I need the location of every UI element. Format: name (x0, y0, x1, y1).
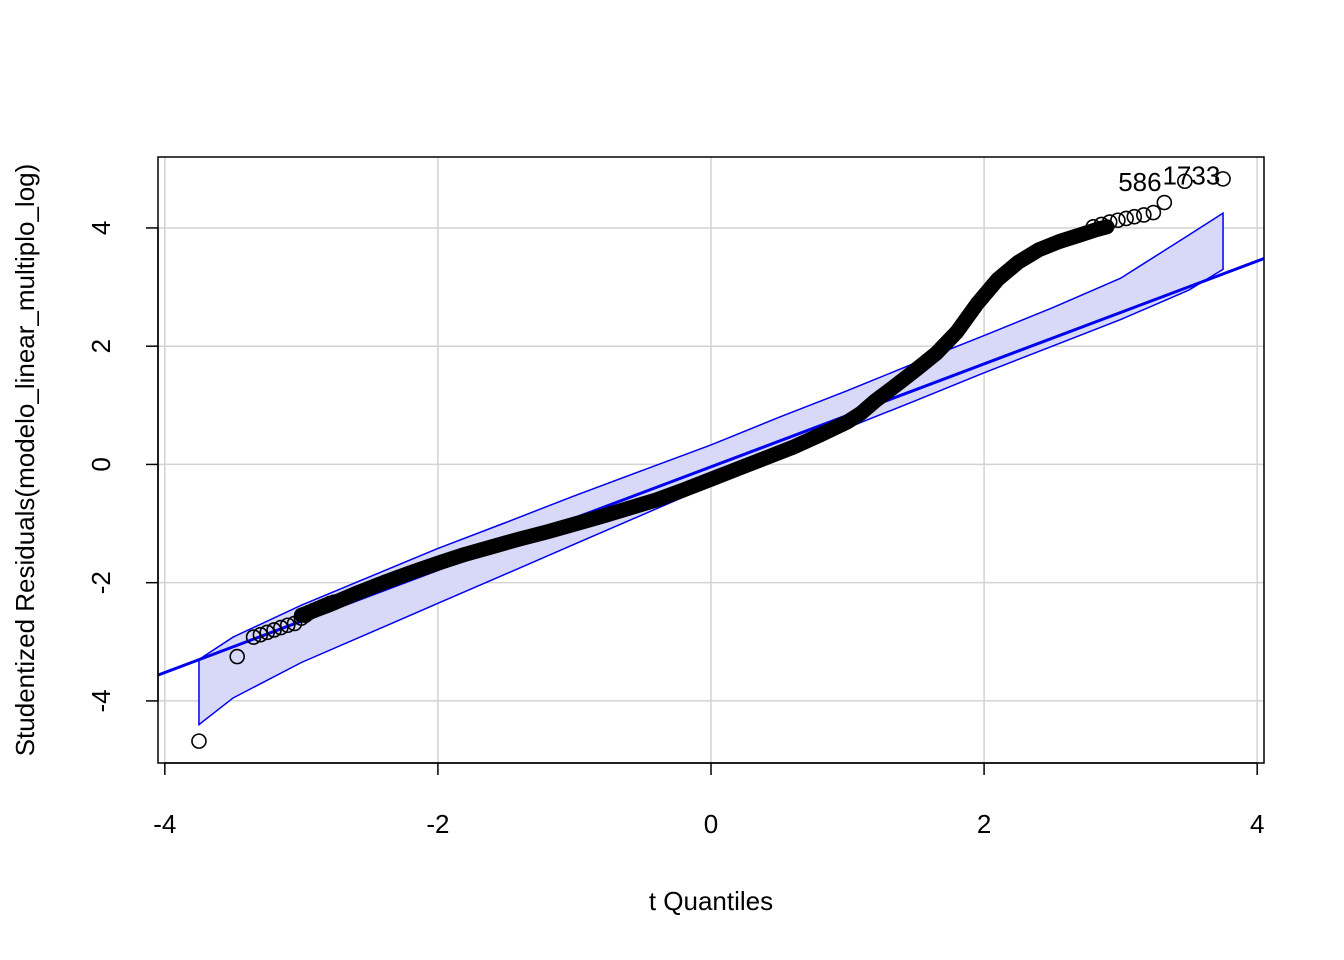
data-point (1126, 208, 1143, 225)
data-point (293, 610, 310, 626)
x-tick-label: 0 (704, 809, 718, 839)
point-annotation: 1733 (1162, 161, 1220, 191)
data-point (1093, 216, 1110, 233)
y-tick-label: 4 (86, 221, 116, 235)
x-tick-label: -2 (426, 809, 449, 839)
data-point (252, 626, 269, 643)
envelope-band (198, 211, 1224, 727)
point-annotations: 586 1733 (1118, 161, 1220, 198)
data-point (1145, 204, 1162, 221)
data-point (297, 607, 314, 623)
data-point (259, 624, 276, 641)
y-axis: -4 -2 0 2 4 (86, 221, 159, 712)
data-point (229, 648, 245, 665)
x-axis-label: t Quantiles (649, 886, 773, 916)
x-tick-label: -4 (153, 809, 176, 839)
data-point (1136, 207, 1152, 223)
data-point (1215, 171, 1231, 187)
data-curve (293, 219, 1115, 623)
data-point (1177, 173, 1193, 190)
data-point (1085, 218, 1102, 235)
x-tick-label: 4 (1250, 809, 1264, 839)
data-point (326, 594, 342, 610)
data-point (1101, 214, 1118, 230)
x-tick-label: 2 (977, 809, 991, 839)
y-tick-label: -2 (86, 571, 116, 594)
data-point (266, 622, 282, 638)
confidence-envelope (198, 211, 1224, 727)
data-points (191, 171, 1231, 749)
y-tick-label: 0 (86, 457, 116, 471)
y-tick-label: -4 (86, 689, 116, 712)
y-axis-label: Studentized Residuals(modelo_linear_mult… (10, 164, 40, 757)
x-axis: -4 -2 0 2 4 (153, 762, 1264, 839)
data-point (279, 617, 296, 634)
data-point (245, 629, 262, 645)
data-point (1118, 210, 1134, 227)
dense-points-band (293, 219, 1115, 623)
data-point (191, 733, 207, 749)
y-tick-label: 2 (86, 339, 116, 353)
data-point (273, 619, 289, 636)
data-point (1156, 194, 1173, 211)
point-annotation: 586 (1118, 167, 1161, 197)
data-point (1110, 212, 1126, 229)
